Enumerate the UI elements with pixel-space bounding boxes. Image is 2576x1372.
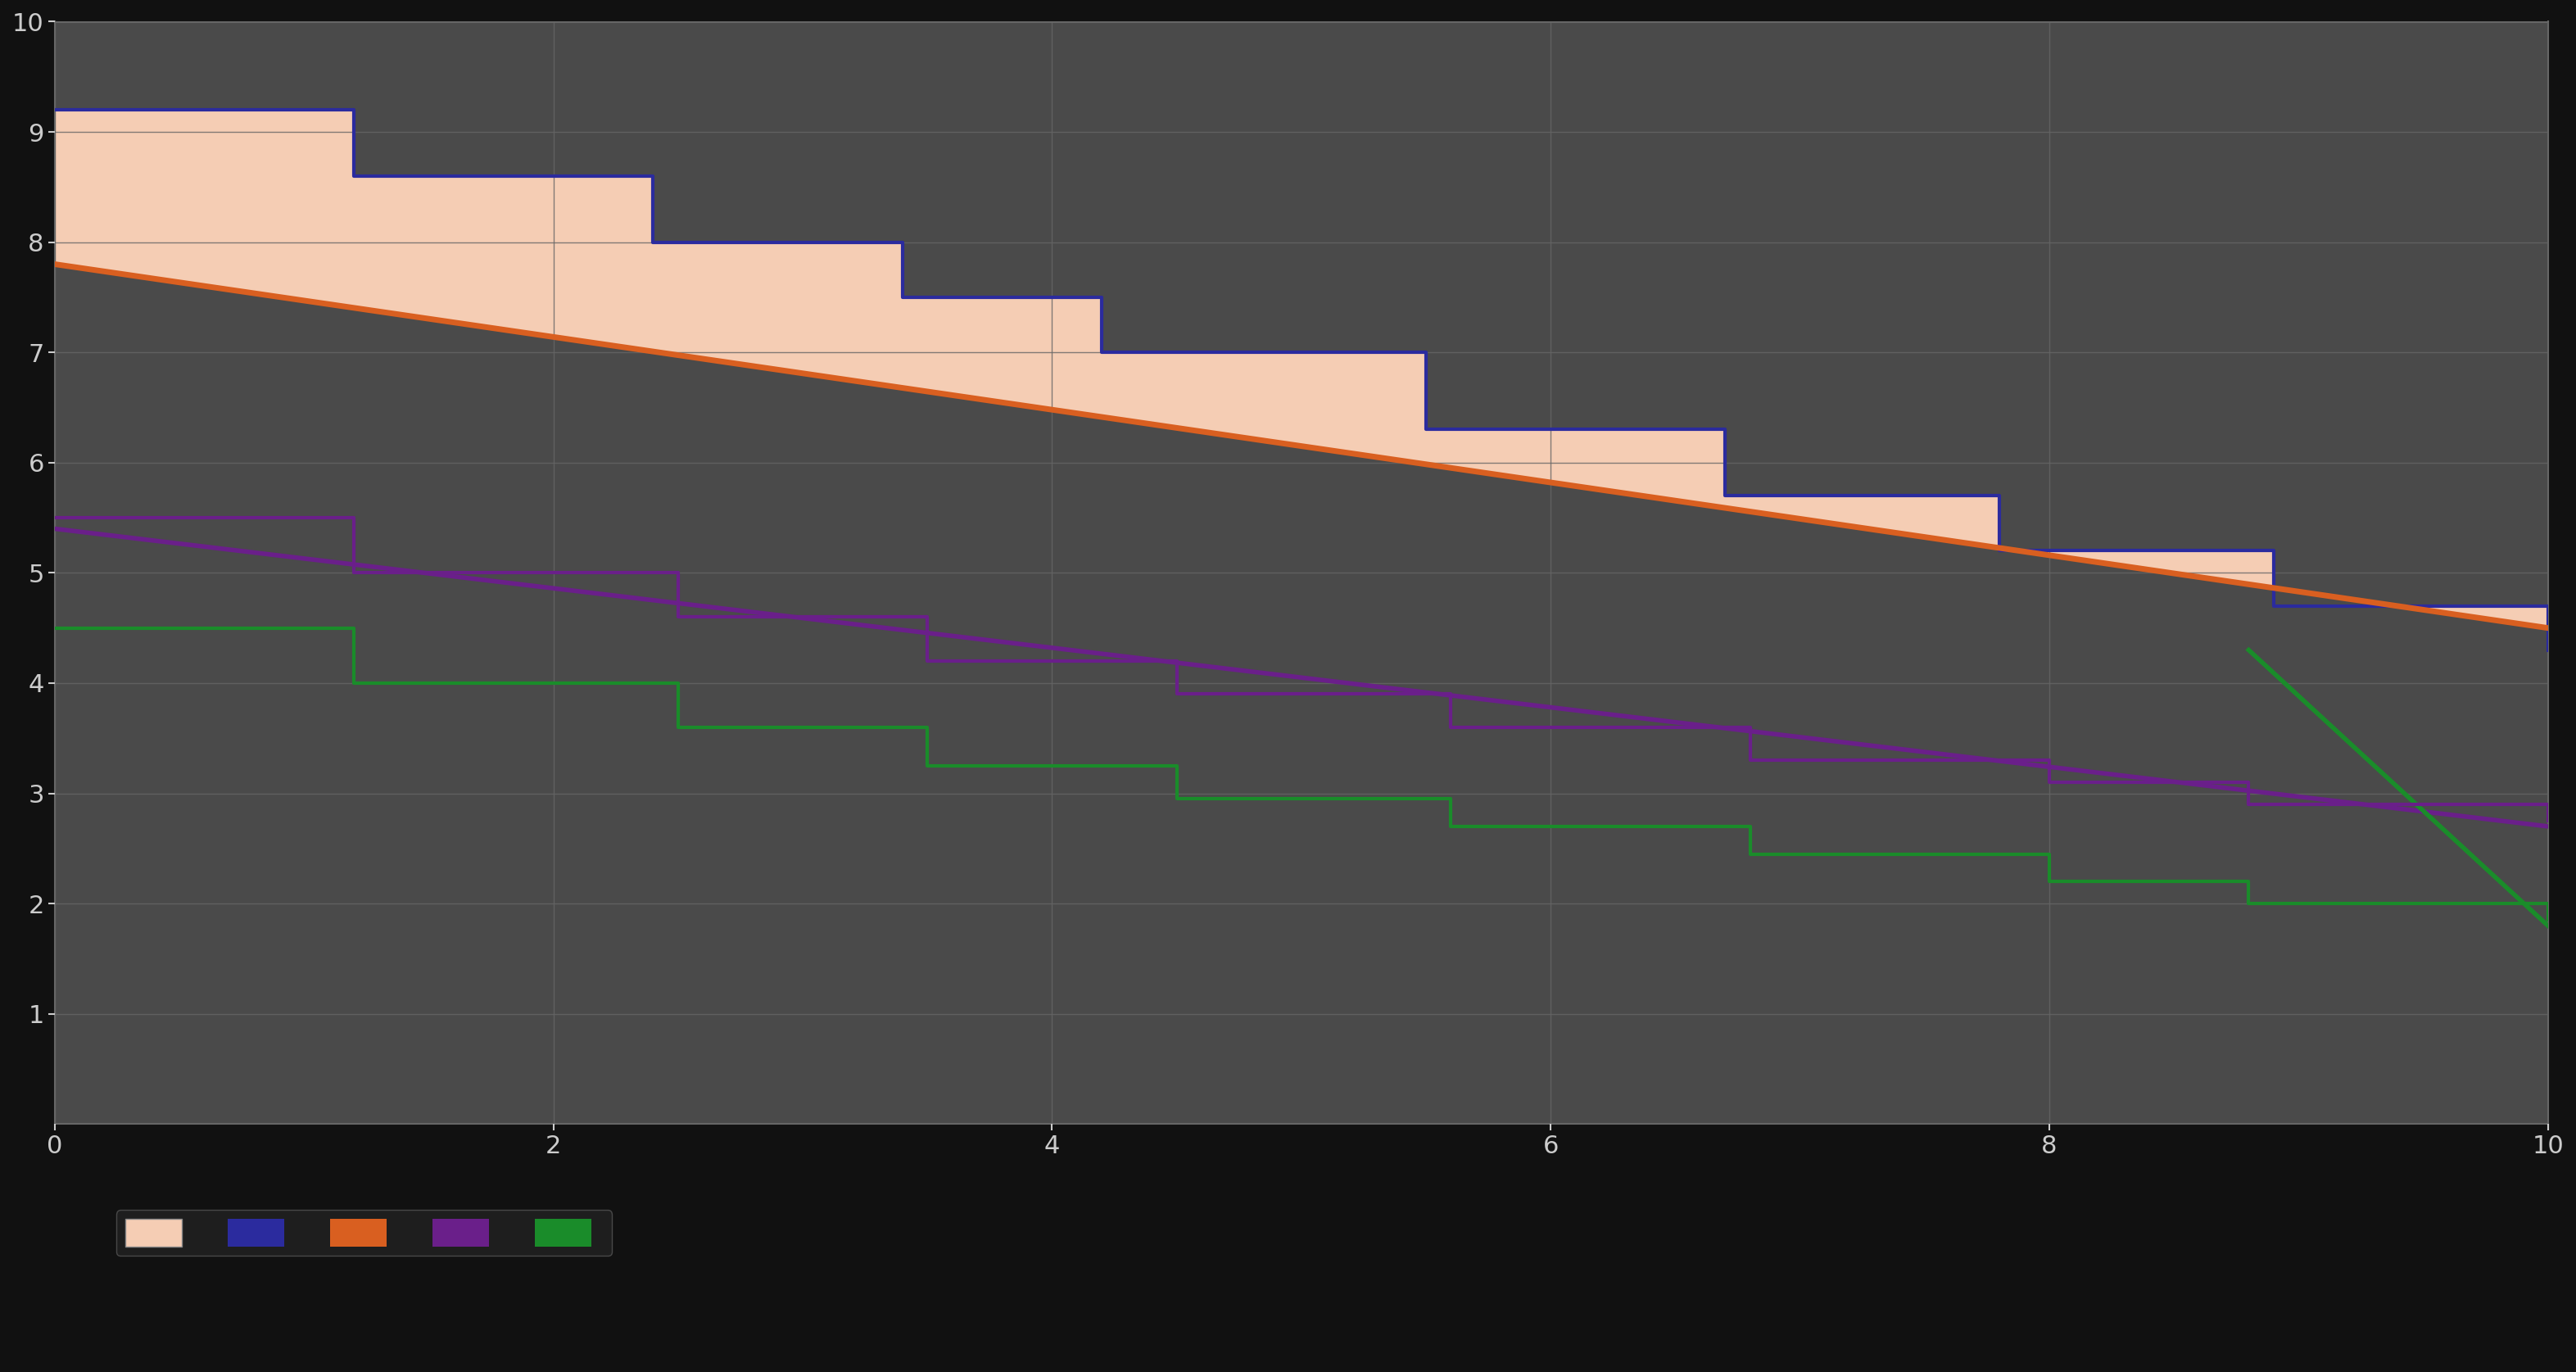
Legend: , , , , : , , , ,: [116, 1210, 613, 1255]
